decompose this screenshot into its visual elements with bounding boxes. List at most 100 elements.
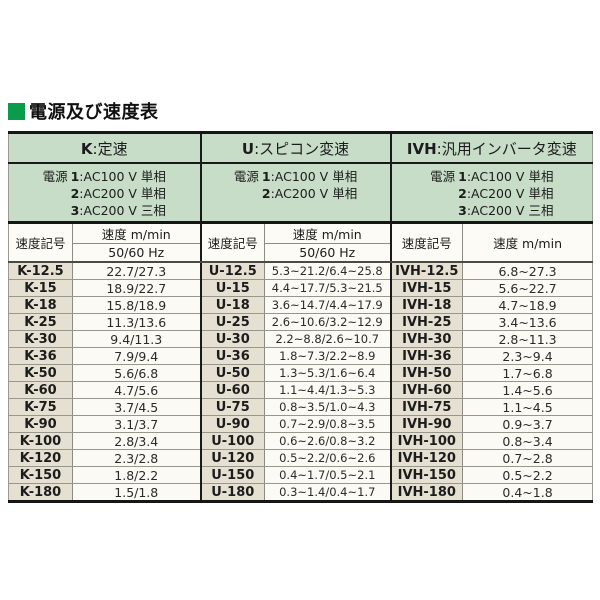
speed-value-cell: 15.8/18.9	[71, 296, 201, 314]
power-option: 3:AC200 V 三相	[458, 203, 554, 218]
speed-value-cell: 3.1/3.7	[71, 415, 201, 433]
speed-value-cell: 0.6~2.6/0.8~3.2	[264, 432, 391, 450]
col-header-speed-code: 速度記号	[8, 222, 73, 263]
col-header-speed: 速度 m/min	[71, 222, 201, 244]
col-header-speed: 速度 m/min	[264, 222, 391, 244]
speed-code-cell: IVH-30	[389, 330, 463, 348]
speed-code-cell: IVH-25	[389, 313, 463, 331]
section-label: スピコン変速	[259, 139, 350, 158]
col-header-speed: 速度 m/min	[462, 222, 593, 263]
speed-code-cell: K-25	[8, 313, 73, 331]
table-row: K-60 4.7/5.6 U-60 1.1~4.4/1.3~5.3 IVH-60 1.4~…	[8, 381, 593, 399]
col-header-speed-code: 速度記号	[389, 222, 463, 263]
speed-code-cell: K-75	[8, 398, 73, 416]
section-header-k: K:定速	[8, 132, 201, 164]
power-label: 電源	[430, 169, 456, 184]
speed-value-cell: 0.7~2.8	[462, 449, 593, 467]
speed-code-cell: U-150	[199, 466, 265, 484]
speed-code-cell: K-120	[8, 449, 73, 467]
speed-code-cell: IVH-50	[389, 364, 463, 382]
speed-code-cell: IVH-150	[389, 466, 463, 484]
speed-code-cell: U-25	[199, 313, 265, 331]
speed-value-cell: 1.8~7.3/2.2~8.9	[264, 347, 391, 365]
section-sep: :	[254, 139, 260, 158]
table-row: K-120 2.3/2.8 U-120 0.5~2.2/0.6~2.6 IVH-120 0…	[8, 449, 593, 467]
speed-code-cell: K-36	[8, 347, 73, 365]
speed-value-cell: 5.6/6.8	[71, 364, 201, 382]
speed-value-cell: 18.9/22.7	[71, 279, 201, 297]
power-option: 1:AC100 V 単相	[70, 169, 166, 184]
power-cell-ivh: 電源 1:AC100 V 単相 2:AC200 V 単相 3:AC200 V 三…	[389, 163, 593, 224]
speed-code-cell: U-75	[199, 398, 265, 416]
power-cell-k: 電源 1:AC100 V 単相 2:AC200 V 単相 3:AC200 V 三…	[8, 163, 201, 224]
speed-code-cell: IVH-15	[389, 279, 463, 297]
section-code: U	[241, 139, 255, 158]
speed-value-cell: 9.4/11.3	[71, 330, 201, 348]
speed-code-cell: K-18	[8, 296, 73, 314]
speed-value-cell: 2.3/2.8	[71, 449, 201, 467]
section-sep: :	[436, 139, 442, 158]
speed-code-cell: U-180	[199, 483, 265, 502]
table-row: K-150 1.8/2.2 U-150 0.4~1.7/0.5~2.1 IVH-150 0…	[8, 466, 593, 484]
green-square-icon	[8, 102, 25, 120]
table-row: K-36 7.9/9.4 U-36 1.8~7.3/2.2~8.9 IVH-36 2.3~…	[8, 347, 593, 365]
speed-code-cell: IVH-180	[389, 483, 463, 502]
table-row: K-15 18.9/22.7 U-15 4.4~17.7/5.3~21.5 IVH-15…	[8, 279, 593, 297]
power-option: 1:AC100 V 単相	[458, 169, 554, 184]
section-code: IVH	[406, 139, 437, 158]
section-label: 定速	[97, 139, 128, 158]
speed-code-cell: IVH-120	[389, 449, 463, 467]
speed-code-cell: U-60	[199, 381, 265, 399]
speed-value-cell: 0.9~3.7	[462, 415, 593, 433]
section-title: 電源及び速度表	[8, 98, 592, 124]
speed-code-cell: U-12.5	[199, 262, 265, 280]
speed-value-cell: 0.8~3.4	[462, 432, 593, 450]
table-row: K-75 3.7/4.5 U-75 0.8~3.5/1.0~4.3 IVH-75 1.1~…	[8, 398, 593, 416]
table-row: K-90 3.1/3.7 U-90 0.7~2.9/0.8~3.5 IVH-90 0.9~…	[8, 415, 593, 433]
speed-code-cell: K-15	[8, 279, 73, 297]
table-row: K-180 1.5/1.8 U-180 0.3~1.4/0.4~1.7 IVH-180 0…	[8, 483, 593, 502]
speed-code-cell: U-36	[199, 347, 265, 365]
speed-code-cell: U-50	[199, 364, 265, 382]
speed-code-cell: U-90	[199, 415, 265, 433]
section-label: 汎用インバータ変速	[441, 139, 577, 158]
speed-value-cell: 2.6~10.6/3.2~12.9	[264, 313, 391, 331]
column-header-row: 速度記号 速度 m/min 速度記号 速度 m/min 速度記号 速度 m/mi…	[8, 222, 593, 263]
speed-value-cell: 5.6~22.7	[462, 279, 593, 297]
speed-code-cell: IVH-90	[389, 415, 463, 433]
speed-value-cell: 1.4~5.6	[462, 381, 593, 399]
speed-value-cell: 2.8/3.4	[71, 432, 201, 450]
column-subheader-row: 50/60 Hz 50/60 Hz	[9, 243, 593, 263]
section-sep: :	[92, 139, 98, 158]
speed-code-cell: K-30	[8, 330, 73, 348]
col-header-speed-code: 速度記号	[199, 222, 265, 263]
speed-code-cell: IVH-100	[389, 432, 463, 450]
speed-code-cell: U-18	[199, 296, 265, 314]
speed-value-cell: 3.7/4.5	[71, 398, 201, 416]
speed-value-cell: 4.7/5.6	[71, 381, 201, 399]
speed-code-cell: IVH-18	[389, 296, 463, 314]
power-options-row: 電源 1:AC100 V 単相 2:AC200 V 単相 3:AC200 V 三…	[8, 163, 593, 224]
section-header-ivh: IVH:汎用インバータ変速	[389, 132, 593, 164]
speed-code-cell: K-60	[8, 381, 73, 399]
power-option: 2:AC200 V 単相	[458, 186, 554, 201]
table-row: K-50 5.6/6.8 U-50 1.3~5.3/1.6~6.4 IVH-50 1.7~…	[8, 364, 593, 382]
speed-code-cell: K-90	[8, 415, 73, 433]
power-label: 電源	[233, 169, 259, 184]
speed-value-cell: 1.3~5.3/1.6~6.4	[264, 364, 391, 382]
col-header-hz: 50/60 Hz	[71, 243, 201, 263]
speed-value-cell: 22.7/27.3	[71, 262, 201, 280]
speed-value-cell: 1.8/2.2	[71, 466, 201, 484]
speed-code-cell: IVH-12.5	[389, 262, 463, 280]
speed-code-cell: U-100	[199, 432, 265, 450]
speed-code-cell: IVH-75	[389, 398, 463, 416]
speed-value-cell: 0.7~2.9/0.8~3.5	[264, 415, 391, 433]
page: 電源及び速度表 K:定速 U:スピコン変速 IVH:汎用インバータ変速	[8, 98, 594, 503]
speed-value-cell: 0.5~2.2	[462, 466, 593, 484]
power-option: 2:AC200 V 単相	[70, 186, 166, 201]
speed-value-cell: 1.1~4.5	[462, 398, 593, 416]
speed-value-cell: 2.8~11.3	[462, 330, 593, 348]
power-option: 2:AC200 V 単相	[261, 186, 358, 201]
speed-value-cell: 6.8~27.3	[462, 262, 593, 280]
section-code: K	[80, 139, 93, 158]
